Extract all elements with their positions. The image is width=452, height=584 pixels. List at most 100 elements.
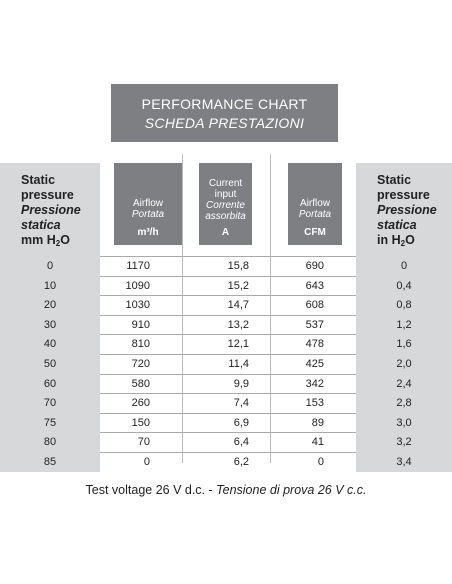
cell-current-a: 6,9 bbox=[233, 416, 249, 429]
left-column-shade bbox=[0, 334, 100, 354]
table-row: 75 150 6,9 89 3,0 bbox=[0, 412, 452, 433]
left-column-shade bbox=[0, 275, 100, 296]
unit-subscript: 2 bbox=[55, 239, 61, 248]
header-current-input: Current input Corrente assorbita A bbox=[199, 163, 252, 245]
left-column-shade bbox=[0, 295, 100, 315]
right-column-shade bbox=[356, 256, 452, 276]
cell-pressure-in: 0 bbox=[400, 260, 408, 272]
cell-pressure-mm: 80 bbox=[43, 436, 57, 449]
performance-table-body: 0 1170 15,8 690 0 10 1090 15,2 643 0,4 20 1030 14,7 6… bbox=[0, 256, 452, 472]
right-column-shade bbox=[356, 275, 452, 296]
header-label-italic: Corrente bbox=[206, 200, 245, 211]
table-row: 10 1090 15,2 643 0,4 bbox=[0, 275, 452, 296]
header-label-italic: statica bbox=[377, 218, 417, 232]
cell-pressure-in: 2,0 bbox=[396, 357, 412, 370]
cell-pressure-in: 1,6 bbox=[396, 338, 412, 351]
right-column-shade bbox=[356, 353, 452, 374]
cell-pressure-in: 3,0 bbox=[396, 416, 412, 429]
cell-current-a: 12,1 bbox=[227, 338, 249, 351]
cell-pressure-in: 0,4 bbox=[396, 279, 412, 292]
footer-text: Test voltage 26 V d.c. - bbox=[85, 483, 217, 497]
header-label: Airflow bbox=[299, 198, 330, 209]
table-row: 80 70 6,4 41 3,2 bbox=[0, 432, 452, 452]
cell-airflow-cfm: 537 bbox=[305, 318, 324, 331]
right-column-shade bbox=[356, 314, 452, 335]
left-column-shade bbox=[0, 451, 100, 472]
left-column-shade bbox=[0, 353, 100, 374]
left-column-shade bbox=[0, 256, 100, 276]
table-row: 20 1030 14,7 608 0,8 bbox=[0, 295, 452, 315]
cell-current-a: 14,7 bbox=[227, 299, 249, 312]
cell-pressure-mm: 85 bbox=[43, 455, 57, 468]
unit-label: O bbox=[405, 233, 415, 247]
cell-airflow-cfm: 342 bbox=[305, 377, 324, 390]
header-label: pressure bbox=[21, 188, 74, 202]
header-airflow-cfm: Airflow Portata CFM bbox=[288, 163, 342, 245]
cell-pressure-mm: 75 bbox=[43, 416, 57, 429]
left-column-shade bbox=[0, 373, 100, 394]
cell-current-a: 15,2 bbox=[227, 279, 249, 292]
header-label: pressure bbox=[377, 188, 430, 202]
cell-pressure-in: 1,2 bbox=[396, 318, 412, 331]
header-label-italic: Pressione bbox=[377, 203, 437, 217]
right-column-shade bbox=[356, 295, 452, 315]
cell-airflow-cfm: 608 bbox=[305, 299, 324, 312]
cell-current-a: 7,4 bbox=[233, 397, 249, 410]
table-row: 30 910 13,2 537 1,2 bbox=[0, 314, 452, 335]
table-row: 0 1170 15,8 690 0 bbox=[0, 256, 452, 276]
title-italian: SCHEDA PRESTAZIONI bbox=[144, 115, 305, 131]
table-row: 70 260 7,4 153 2,8 bbox=[0, 393, 452, 413]
unit-label: mm H bbox=[21, 233, 56, 247]
unit-label: m³/h bbox=[137, 227, 159, 238]
column-divider bbox=[270, 154, 271, 463]
cell-pressure-in: 0,8 bbox=[396, 299, 412, 312]
header-static-pressure-mm: Static pressure Pressione statica mm H2O bbox=[0, 163, 100, 256]
header-label: Current bbox=[208, 178, 243, 189]
cell-pressure-in: 3,2 bbox=[396, 436, 412, 449]
cell-current-a: 15,8 bbox=[227, 260, 249, 272]
header-label-italic: statica bbox=[21, 218, 61, 232]
cell-airflow-m3h: 1030 bbox=[125, 299, 150, 312]
header-label: Static bbox=[21, 173, 56, 187]
header-label: input bbox=[214, 189, 237, 200]
left-column-shade bbox=[0, 393, 100, 413]
cell-airflow-cfm: 89 bbox=[311, 416, 324, 429]
table-row: 40 810 12,1 478 1,6 bbox=[0, 334, 452, 354]
unit-subscript: 2 bbox=[400, 239, 406, 248]
cell-airflow-m3h: 0 bbox=[143, 455, 150, 468]
cell-airflow-cfm: 41 bbox=[311, 436, 324, 449]
cell-pressure-in: 3,4 bbox=[396, 455, 412, 468]
cell-current-a: 11,4 bbox=[228, 357, 249, 370]
unit-label: in H bbox=[377, 233, 401, 247]
chart-title-box: PERFORMANCE CHART SCHEDA PRESTAZIONI bbox=[111, 84, 338, 142]
right-column-shade bbox=[356, 393, 452, 413]
cell-airflow-cfm: 690 bbox=[305, 260, 324, 272]
cell-current-a: 9,9 bbox=[233, 377, 249, 390]
left-column-shade bbox=[0, 314, 100, 335]
title-english: PERFORMANCE CHART bbox=[141, 96, 308, 112]
cell-airflow-m3h: 580 bbox=[131, 377, 150, 390]
column-divider bbox=[182, 154, 183, 463]
header-label-italic: Portata bbox=[131, 209, 165, 220]
cell-airflow-cfm: 425 bbox=[305, 357, 324, 370]
cell-pressure-mm: 10 bbox=[43, 279, 57, 292]
cell-airflow-m3h: 1170 bbox=[126, 260, 150, 272]
table-row: 85 0 6,2 0 3,4 bbox=[0, 451, 452, 472]
cell-pressure-mm: 60 bbox=[43, 377, 57, 390]
cell-pressure-mm: 70 bbox=[43, 397, 57, 410]
cell-airflow-m3h: 810 bbox=[131, 338, 150, 351]
unit-label: A bbox=[221, 227, 230, 238]
cell-airflow-m3h: 260 bbox=[131, 397, 150, 410]
cell-pressure-mm: 20 bbox=[43, 299, 57, 312]
header-label-italic: Pressione bbox=[21, 203, 81, 217]
cell-airflow-m3h: 1090 bbox=[125, 279, 150, 292]
cell-airflow-m3h: 720 bbox=[131, 357, 150, 370]
cell-airflow-cfm: 478 bbox=[305, 338, 324, 351]
unit-label: O bbox=[60, 233, 70, 247]
cell-pressure-mm: 0 bbox=[46, 260, 54, 272]
cell-airflow-m3h: 150 bbox=[131, 416, 150, 429]
right-column-shade bbox=[356, 432, 452, 452]
cell-pressure-in: 2,4 bbox=[396, 377, 412, 390]
cell-pressure-mm: 30 bbox=[43, 318, 57, 331]
cell-airflow-m3h: 910 bbox=[131, 318, 150, 331]
